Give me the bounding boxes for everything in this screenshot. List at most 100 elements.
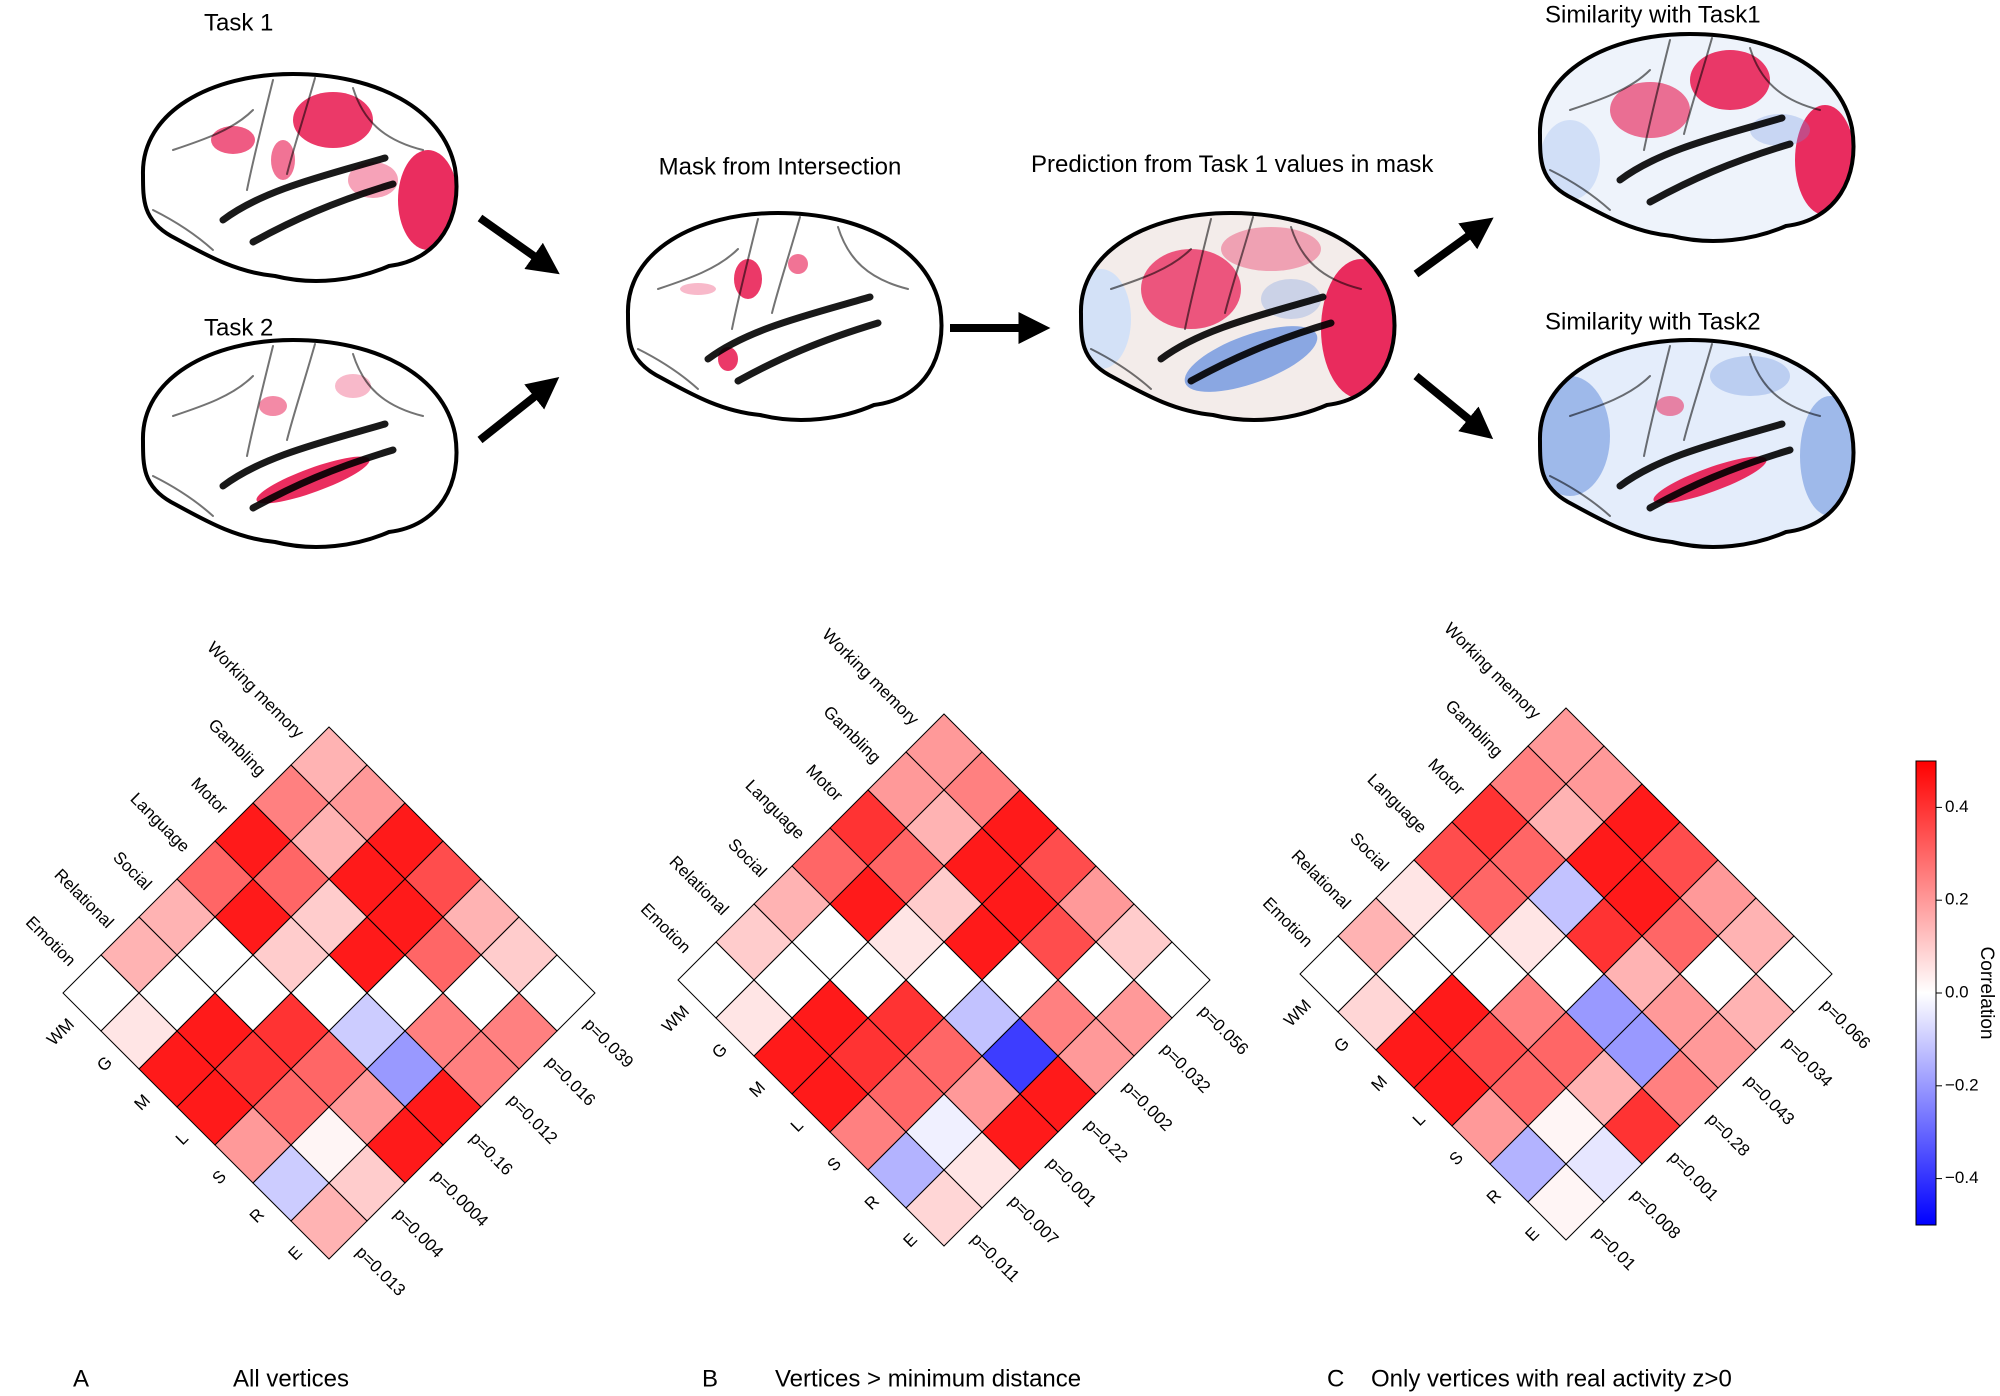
p-value-label: p=0.032 <box>1157 1040 1214 1097</box>
sulcus <box>1090 348 1152 390</box>
sulcus <box>1157 293 1327 363</box>
colorbar-tick-label: 0.2 <box>1945 890 1969 909</box>
brain-label-box: Prediction from Task 1 values in mask <box>1031 151 1433 178</box>
activity-blob <box>1321 259 1395 399</box>
row-label: Language <box>742 776 809 843</box>
colorbar-tick-label: 0.0 <box>1945 982 1969 1001</box>
column-label: S <box>1446 1148 1467 1169</box>
brain <box>1537 31 1856 243</box>
p-value-label: p=0.002 <box>1119 1078 1176 1135</box>
activity-blob <box>788 254 808 274</box>
sulcus <box>704 293 874 363</box>
p-value-label: p=0.008 <box>1627 1186 1684 1243</box>
p-value-label: p=0.16 <box>466 1129 517 1180</box>
heatmap-cell <box>905 1169 983 1247</box>
p-value-label: p=0.016 <box>542 1053 599 1110</box>
activity-blob <box>680 283 716 295</box>
panel-title: All vertices <box>233 1365 349 1392</box>
panel-title: Only vertices with real activity z>0 <box>1371 1365 1732 1392</box>
sulcus <box>1643 345 1671 457</box>
activity-blob <box>1710 356 1790 396</box>
heatmap-cell <box>1527 1163 1605 1241</box>
arrow <box>477 214 560 275</box>
column-label: E <box>900 1230 921 1251</box>
column-label: E <box>285 1243 306 1264</box>
column-label: M <box>131 1091 154 1114</box>
row-label: Relational <box>1288 846 1355 913</box>
brain-label: Similarity with Task2 <box>1545 308 1761 335</box>
p-value-label: p=0.012 <box>504 1091 561 1148</box>
activity-blob <box>1539 376 1610 496</box>
sulcus <box>1110 248 1192 290</box>
brain-label: Task 2 <box>204 314 273 341</box>
sulcus <box>172 375 254 417</box>
column-label: R <box>861 1192 883 1214</box>
brain <box>625 210 944 422</box>
colorbar-tick-label: −0.4 <box>1945 1168 1979 1187</box>
brain <box>1078 210 1397 422</box>
sulcus <box>1290 226 1362 290</box>
brain <box>1537 337 1856 549</box>
sulcus <box>1549 169 1611 211</box>
row-label: Gambling <box>820 702 885 767</box>
column-label: S <box>824 1154 845 1175</box>
p-value-label: p=0.001 <box>1043 1154 1100 1211</box>
sulcus <box>1643 39 1671 151</box>
p-value-label: p=0.28 <box>1703 1110 1754 1161</box>
brain-outline <box>1537 31 1856 243</box>
column-label: L <box>787 1116 807 1136</box>
activity-blob <box>1221 227 1321 271</box>
sulcus <box>1683 37 1713 135</box>
sulcus <box>352 87 424 151</box>
activity-blob <box>1610 82 1690 138</box>
heatmap: Working memoryGamblingMotorLanguageSocia… <box>1259 619 1874 1392</box>
activity-blob <box>335 374 371 398</box>
sulcus <box>1187 319 1335 385</box>
sulcus <box>1683 343 1713 441</box>
heatmap: Working memoryGamblingMotorLanguageSocia… <box>22 638 637 1392</box>
sulcus <box>219 154 389 224</box>
activity-blob <box>211 126 255 154</box>
sulcus <box>637 348 699 390</box>
row-label: Emotion <box>637 899 695 957</box>
sulcus <box>1224 216 1254 314</box>
activity-blob <box>1690 50 1770 110</box>
sulcus <box>657 248 739 290</box>
sulcus <box>152 475 214 517</box>
sulcus <box>1616 420 1786 490</box>
column-label: G <box>1330 1034 1353 1057</box>
panel-letter: B <box>702 1365 718 1392</box>
activity-blob <box>259 396 287 416</box>
panel-letter: C <box>1327 1365 1344 1392</box>
row-label: Relational <box>51 865 118 932</box>
sulcus <box>286 343 316 441</box>
sulcus <box>172 109 254 151</box>
row-label: Language <box>127 789 194 856</box>
colorbar-label: Correlation <box>1976 947 1997 1040</box>
activity-blob <box>398 150 457 250</box>
column-label: E <box>1522 1224 1543 1245</box>
sulcus <box>352 353 424 417</box>
sulcus <box>1646 446 1794 512</box>
colorbar-tick-label: 0.4 <box>1945 797 1969 816</box>
p-value-label: p=0.056 <box>1195 1002 1252 1059</box>
brain-surface <box>142 340 457 547</box>
brain-outline <box>1537 337 1856 549</box>
p-value-label: p=0.22 <box>1081 1116 1132 1167</box>
row-label: Social <box>109 848 155 894</box>
p-value-label: p=0.01 <box>1589 1224 1640 1275</box>
activity-blob <box>1795 105 1854 215</box>
column-label: L <box>1409 1110 1429 1130</box>
row-label: Language <box>1364 770 1431 837</box>
arrow <box>1413 372 1494 440</box>
p-value-label: p=0.039 <box>580 1015 637 1072</box>
sulcus <box>1184 218 1212 330</box>
row-label: Gambling <box>1442 696 1507 761</box>
sulcus <box>1549 475 1611 517</box>
sulcus <box>1569 375 1651 417</box>
row-label: Social <box>1346 829 1392 875</box>
activity-blob <box>1080 269 1131 369</box>
activity-blob <box>734 259 762 299</box>
